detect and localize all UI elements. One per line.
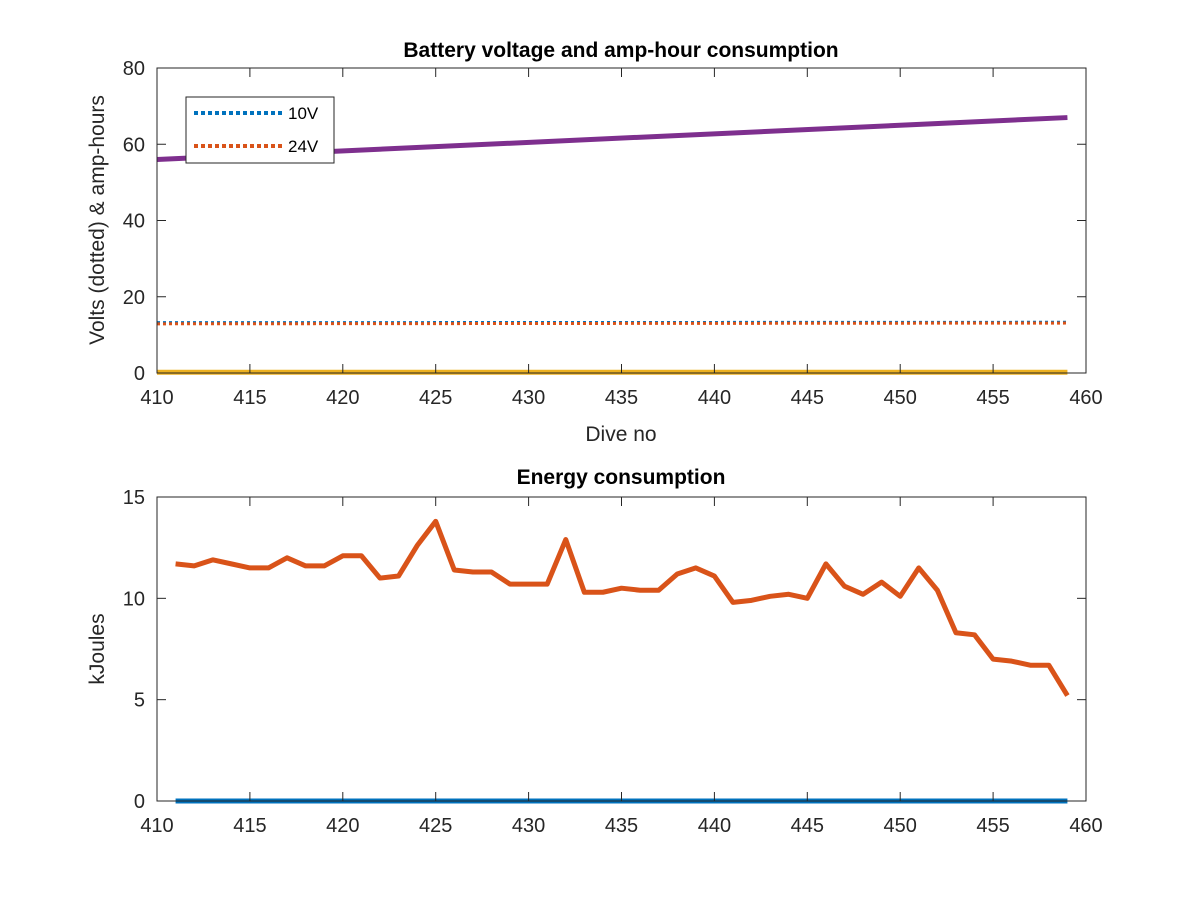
- x-tick-label: 410: [140, 387, 173, 409]
- y-tick-label: 15: [123, 487, 145, 509]
- chart-title: Energy consumption: [517, 466, 726, 489]
- x-tick-label: 440: [698, 387, 731, 409]
- x-tick-label: 450: [884, 815, 917, 837]
- energy-consumption-chart: 410 415 420 425 430 435 440 445 450 455 460051015 …: [86, 466, 1103, 837]
- x-tick-label: 415: [233, 815, 266, 837]
- x-axis-label: Dive no: [585, 423, 656, 446]
- series-line-1: [156, 321, 1068, 326]
- x-tick-label: 420: [326, 815, 359, 837]
- ticks-layer: 410 415 420 425 430 435 440 445 450 455 460 0 20 40 60…: [123, 58, 1103, 409]
- x-tick-label: 440: [698, 815, 731, 837]
- x-tick-label: 430: [512, 815, 545, 837]
- x-tick-label: 460: [1069, 387, 1102, 409]
- x-tick-label: 425: [419, 815, 452, 837]
- x-tick-label: 455: [976, 815, 1009, 837]
- x-tick-label: 455: [976, 387, 1009, 409]
- battery-voltage-chart: 410 415 420 425 430 435 440 445 450 455 460 0 20 40 60…: [86, 39, 1103, 446]
- x-tick-label: 445: [791, 387, 824, 409]
- y-tick-label: 20: [123, 287, 145, 309]
- ticks-layer: 410 415 420 425 430 435 440 445 450 455 460 0 5 10 15: [123, 487, 1103, 837]
- y-tick-label: 0: [134, 363, 145, 385]
- y-tick-label: 40: [123, 211, 145, 233]
- y-axis-label: Volts (dotted) & amp-hours: [86, 95, 109, 345]
- legend: 10V 24V: [185, 96, 335, 164]
- legend-box: [185, 96, 335, 164]
- y-axis-label: kJoules: [86, 613, 109, 684]
- x-tick-label: 450: [884, 387, 917, 409]
- x-tick-label: 425: [419, 387, 452, 409]
- plot-area: [157, 497, 1086, 801]
- x-tick-label: 435: [605, 815, 638, 837]
- y-tick-label: 60: [123, 134, 145, 156]
- x-tick-label: 435: [605, 387, 638, 409]
- x-tick-label: 420: [326, 387, 359, 409]
- x-tick-label: 410: [140, 815, 173, 837]
- series-line-1: [175, 518, 1070, 697]
- y-tick-label: 80: [123, 58, 145, 80]
- y-tick-label: 10: [123, 588, 145, 610]
- x-tick-label: 460: [1069, 815, 1102, 837]
- x-tick-label: 445: [791, 815, 824, 837]
- legend-label-10v: 10V: [288, 104, 319, 123]
- x-tick-label: 430: [512, 387, 545, 409]
- y-tick-label: 5: [134, 690, 145, 712]
- chart-title: Battery voltage and amp-hour consumption: [403, 39, 838, 62]
- y-tick-label: 0: [134, 791, 145, 813]
- legend-label-24v: 24V: [288, 137, 319, 156]
- x-tick-label: 415: [233, 387, 266, 409]
